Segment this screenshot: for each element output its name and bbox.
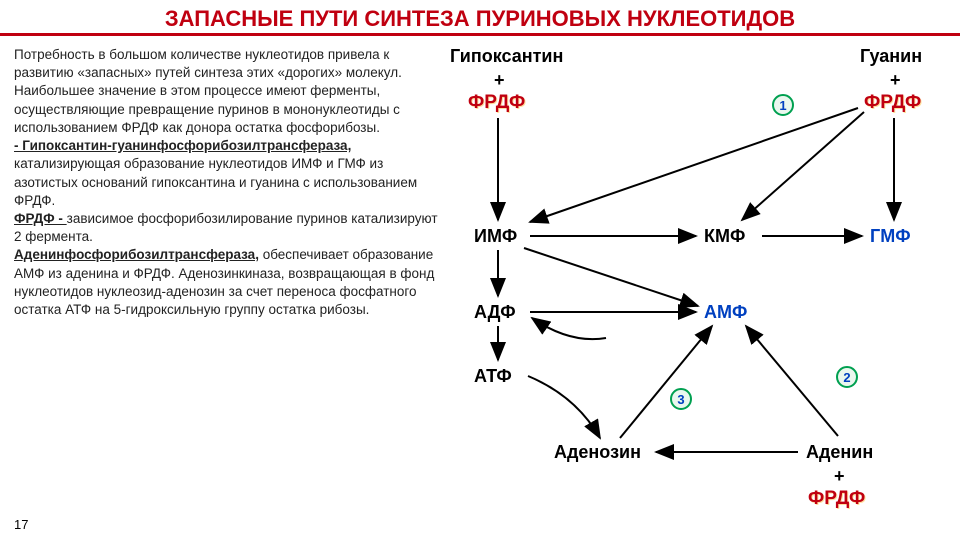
node-frdf_hx: ФРДФ: [468, 92, 525, 114]
diagram: ГипоксантинГуанин++ФРДФФРДФИМФКМФГМФАДФА…: [450, 46, 950, 516]
arrow-adenozin-to-amf: [620, 326, 712, 438]
node-amf: АМФ: [704, 302, 747, 323]
circle-c1: 1: [772, 94, 794, 116]
frdf-label: ФРДФ -: [14, 211, 67, 226]
frdf-rest: зависимое фосфорибозилирование пуринов к…: [14, 211, 438, 244]
node-gmf: ГМФ: [870, 226, 911, 247]
hgprt-rest: катализирующая образование нуклеотидов И…: [14, 156, 417, 207]
arrow-atf-cofactor-in: [528, 376, 600, 438]
arrow-guanin-to-imf: [530, 108, 858, 222]
arrow-guanin-to-kmf: [742, 112, 864, 220]
node-frdf_gu: ФРДФ: [864, 92, 921, 114]
arrow-adenin-to-amf: [746, 326, 838, 436]
aprt-label: Аденинфосфорибозилтрансфераза,: [14, 247, 259, 262]
node-adenozin: Аденозин: [554, 442, 641, 463]
node-imf: ИМФ: [474, 226, 517, 247]
circle-c2: 2: [836, 366, 858, 388]
node-kmf: КМФ: [704, 226, 745, 247]
node-adf: АДФ: [474, 302, 516, 323]
node-hypoxanthin: Гипоксантин: [450, 46, 563, 67]
body-text: Потребность в большом количестве нуклеот…: [14, 46, 444, 319]
para-1: Потребность в большом количестве нуклеот…: [14, 47, 402, 135]
arrows-svg: [450, 46, 950, 516]
node-plus_ad: +: [834, 466, 845, 487]
arrow-adf-cofactor-out: [532, 318, 606, 339]
page-number: 17: [14, 517, 28, 532]
node-plus_hx: +: [494, 70, 505, 91]
page-title: ЗАПАСНЫЕ ПУТИ СИНТЕЗА ПУРИНОВЫХ НУКЛЕОТИ…: [0, 6, 960, 36]
arrow-imf-to-amf: [524, 248, 698, 306]
node-adenin: Аденин: [806, 442, 873, 463]
hgprt-label: - Гипоксантин-гуанинфосфорибозилтрансфер…: [14, 138, 351, 153]
node-frdf_ad: ФРДФ: [808, 488, 865, 510]
node-guanin: Гуанин: [860, 46, 922, 67]
node-atf: АТФ: [474, 366, 512, 387]
circle-c3: 3: [670, 388, 692, 410]
node-plus_gu: +: [890, 70, 901, 91]
